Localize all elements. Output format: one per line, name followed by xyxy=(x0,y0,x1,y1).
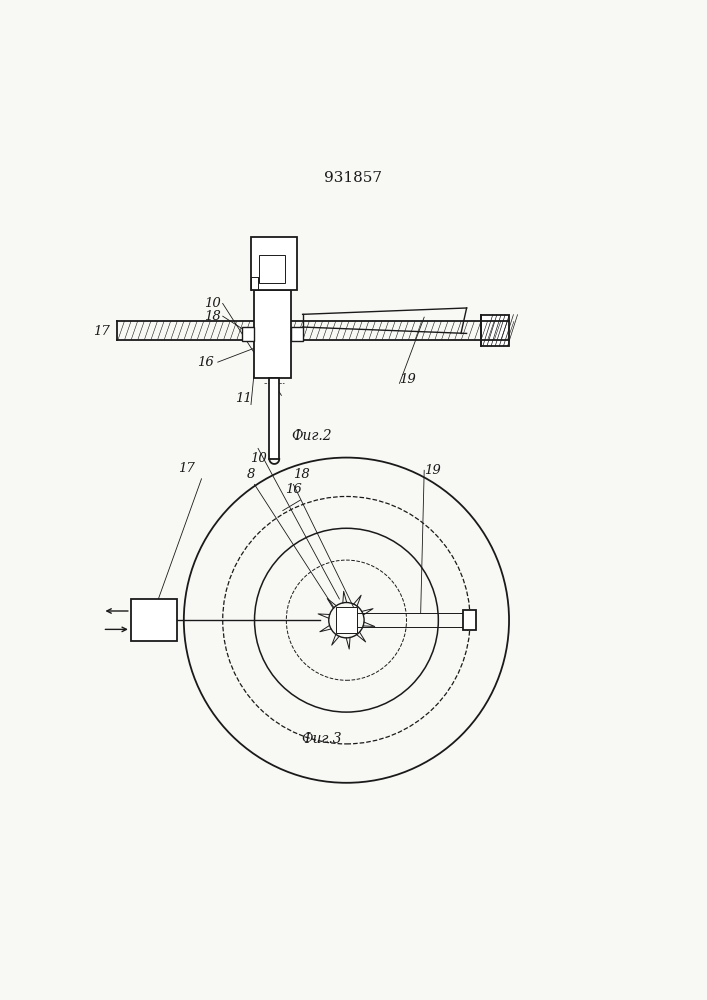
Text: 10: 10 xyxy=(250,452,267,465)
Text: 8: 8 xyxy=(247,468,255,481)
Bar xyxy=(269,378,279,459)
Bar xyxy=(481,315,509,346)
Bar xyxy=(291,327,303,341)
Text: 19: 19 xyxy=(424,464,441,477)
Text: 16: 16 xyxy=(285,483,302,496)
Bar xyxy=(254,290,291,378)
Text: Фиг.2: Фиг.2 xyxy=(291,429,332,443)
Text: 931857: 931857 xyxy=(325,171,382,185)
Bar xyxy=(131,599,177,641)
Bar xyxy=(251,237,297,290)
Bar xyxy=(259,255,285,283)
Text: 18: 18 xyxy=(293,468,310,481)
Bar xyxy=(242,327,254,341)
Text: 19: 19 xyxy=(399,373,416,386)
Bar xyxy=(336,607,357,633)
Text: 16: 16 xyxy=(197,356,214,369)
Text: 10: 10 xyxy=(204,297,221,310)
Text: 17: 17 xyxy=(177,462,194,475)
Text: 11: 11 xyxy=(235,392,252,405)
Text: 17: 17 xyxy=(93,325,110,338)
Text: Фиг.3: Фиг.3 xyxy=(301,732,342,746)
Text: 18: 18 xyxy=(204,310,221,323)
Bar xyxy=(463,610,476,630)
